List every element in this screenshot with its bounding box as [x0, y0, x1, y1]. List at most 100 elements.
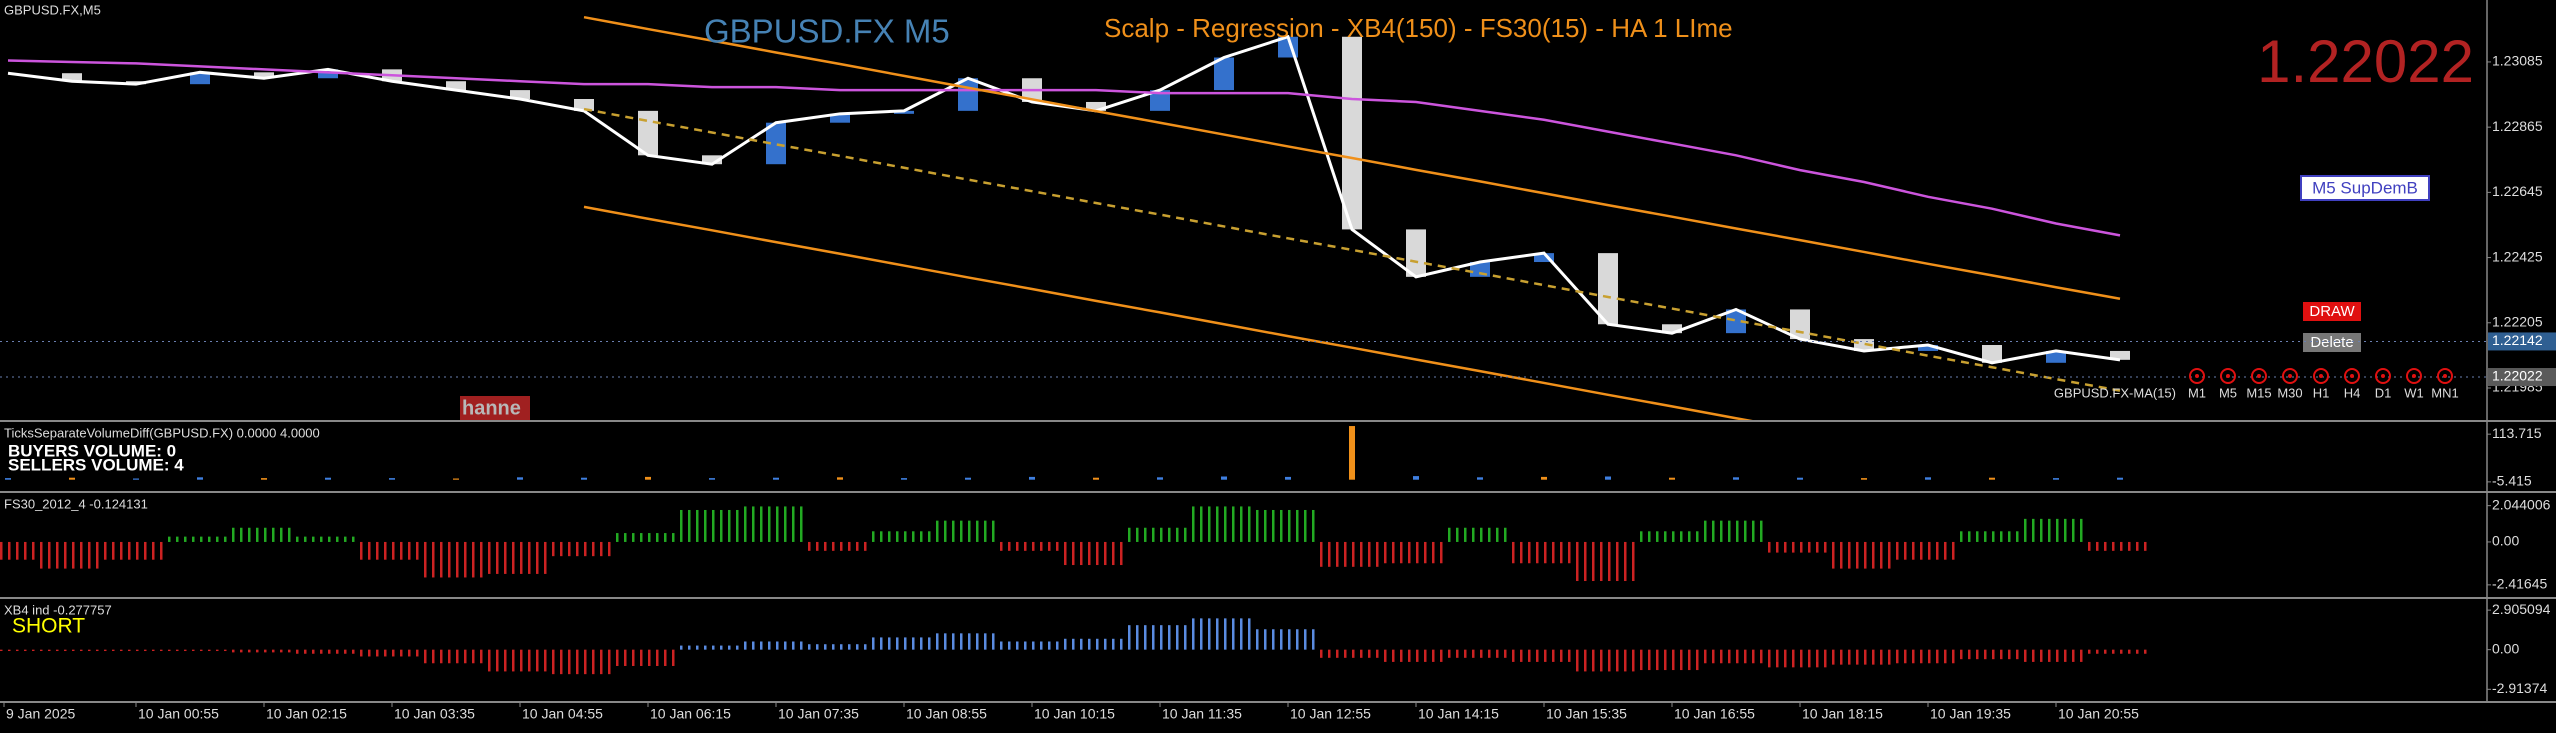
volume-bar — [1285, 476, 1291, 480]
pane-title: FS30_2012_4 -0.124131 — [4, 496, 148, 511]
histogram-bar — [936, 520, 1000, 542]
histogram-bar — [1192, 618, 1256, 650]
timeframe-button[interactable]: MN1 — [2431, 385, 2458, 400]
window-title: GBPUSD.FX,M5 — [4, 2, 101, 17]
histogram-bar — [1448, 649, 1512, 658]
histogram-bar — [1832, 541, 1896, 569]
timeframe-icon-dot[interactable] — [2257, 374, 2261, 378]
draw-button[interactable] — [2303, 302, 2361, 321]
candle — [702, 155, 722, 165]
histogram-bar — [1128, 527, 1192, 542]
timeframe-icon[interactable] — [2313, 368, 2329, 384]
delete-label[interactable]: Delete — [2310, 334, 2353, 351]
pane-annotation: SELLERS VOLUME: 4 — [8, 455, 184, 474]
volume-bar — [1093, 477, 1099, 480]
volume-bar — [2117, 477, 2123, 480]
volume-bar — [1989, 477, 1995, 480]
timeframe-icon-dot[interactable] — [2288, 374, 2292, 378]
price-box — [2488, 332, 2556, 351]
timeframe-icon-dot[interactable] — [2226, 374, 2230, 378]
y-tick-label: 1.23085 — [2492, 53, 2543, 69]
candle — [1982, 345, 2002, 363]
histogram-bar — [1320, 541, 1384, 567]
timeframe-button[interactable]: H4 — [2344, 385, 2361, 400]
timeframe-icon[interactable] — [2282, 368, 2298, 384]
timeframe-icon[interactable] — [2251, 368, 2267, 384]
candle — [1918, 345, 1938, 351]
timeframe-button[interactable]: W1 — [2404, 385, 2424, 400]
timeframe-button[interactable]: M5 — [2219, 385, 2237, 400]
timeframe-icon-dot[interactable] — [2443, 374, 2447, 378]
price-line-label: 1.22022 — [2492, 368, 2543, 384]
strategy-title: Scalp - Regression - XB4(150) - FS30(15)… — [1104, 13, 1733, 43]
time-label: 10 Jan 12:55 — [1290, 706, 1371, 722]
histogram-bar — [1128, 625, 1192, 650]
timeframe-icon[interactable] — [2220, 368, 2236, 384]
time-label: 10 Jan 10:15 — [1034, 706, 1115, 722]
histogram-bar — [616, 649, 680, 666]
candle — [62, 73, 82, 82]
timeframe-icon[interactable] — [2375, 368, 2391, 384]
histogram-bar — [680, 645, 744, 650]
volume-bar — [1733, 477, 1739, 480]
timeframe-icon-dot[interactable] — [2381, 374, 2385, 378]
histogram-bar — [1832, 649, 1896, 665]
time-label: 10 Jan 14:15 — [1418, 706, 1499, 722]
time-label: 10 Jan 06:15 — [650, 706, 731, 722]
histogram-bar — [296, 649, 360, 654]
timeframe-icon[interactable] — [2344, 368, 2360, 384]
histogram-bar — [168, 536, 232, 542]
supdem-label[interactable]: M5 SupDemB — [2312, 178, 2418, 197]
volume-bar — [773, 477, 779, 480]
timeframe-button[interactable]: M30 — [2277, 385, 2302, 400]
time-label: 10 Jan 00:55 — [138, 706, 219, 722]
draw-label[interactable]: DRAW — [2309, 303, 2355, 320]
histogram-bar — [104, 649, 168, 652]
histogram-bar — [40, 541, 104, 569]
timeframe-icon[interactable] — [2437, 368, 2453, 384]
histogram-bar — [744, 506, 808, 542]
candle — [1406, 229, 1426, 277]
time-label: 10 Jan 15:35 — [1546, 706, 1627, 722]
timeframe-icon[interactable] — [2406, 368, 2422, 384]
histogram-bar — [1768, 541, 1832, 553]
histogram-bar — [1704, 649, 1768, 664]
timeframe-button[interactable]: D1 — [2375, 385, 2392, 400]
supdem-button[interactable] — [2300, 175, 2430, 201]
timeframe-icon-dot[interactable] — [2195, 374, 2199, 378]
y-tick-label: 1.22425 — [2492, 248, 2543, 264]
price-line-label: 1.22142 — [2492, 332, 2543, 348]
volume-bar — [453, 478, 459, 480]
timeframe-icon-dot[interactable] — [2319, 374, 2323, 378]
histogram-bar — [1960, 649, 2024, 660]
candle — [574, 98, 594, 111]
candle — [1598, 253, 1618, 325]
volume-bar — [1861, 478, 1867, 480]
y-tick-label: 0.00 — [2492, 533, 2519, 549]
time-label: 10 Jan 18:15 — [1802, 706, 1883, 722]
timeframe-button[interactable]: H1 — [2313, 385, 2330, 400]
candle — [510, 90, 530, 99]
timeframe-icon-dot[interactable] — [2350, 374, 2354, 378]
volume-bar — [1541, 476, 1547, 480]
timeframe-button[interactable]: M15 — [2246, 385, 2271, 400]
volume-bar — [1157, 477, 1163, 480]
timeframe-button[interactable]: M1 — [2188, 385, 2206, 400]
volume-bar — [69, 477, 75, 480]
delete-button[interactable] — [2303, 333, 2361, 352]
histogram-bar — [1000, 641, 1064, 650]
pane-annotation: SHORT — [12, 615, 85, 638]
volume-bar — [709, 478, 715, 480]
candle — [1086, 101, 1106, 111]
histogram-bar — [168, 649, 232, 652]
time-label: 9 Jan 2025 — [6, 706, 75, 722]
volume-bar — [837, 477, 843, 480]
volume-bar — [325, 477, 331, 480]
time-label: 10 Jan 08:55 — [906, 706, 987, 722]
pane-title: TicksSeparateVolumeDiff(GBPUSD.FX) 0.000… — [4, 425, 320, 440]
volume-bar — [1477, 477, 1483, 480]
timeframe-icon-dot[interactable] — [2412, 374, 2416, 378]
timeframe-icon[interactable] — [2189, 368, 2205, 384]
histogram-bar — [1192, 506, 1256, 542]
